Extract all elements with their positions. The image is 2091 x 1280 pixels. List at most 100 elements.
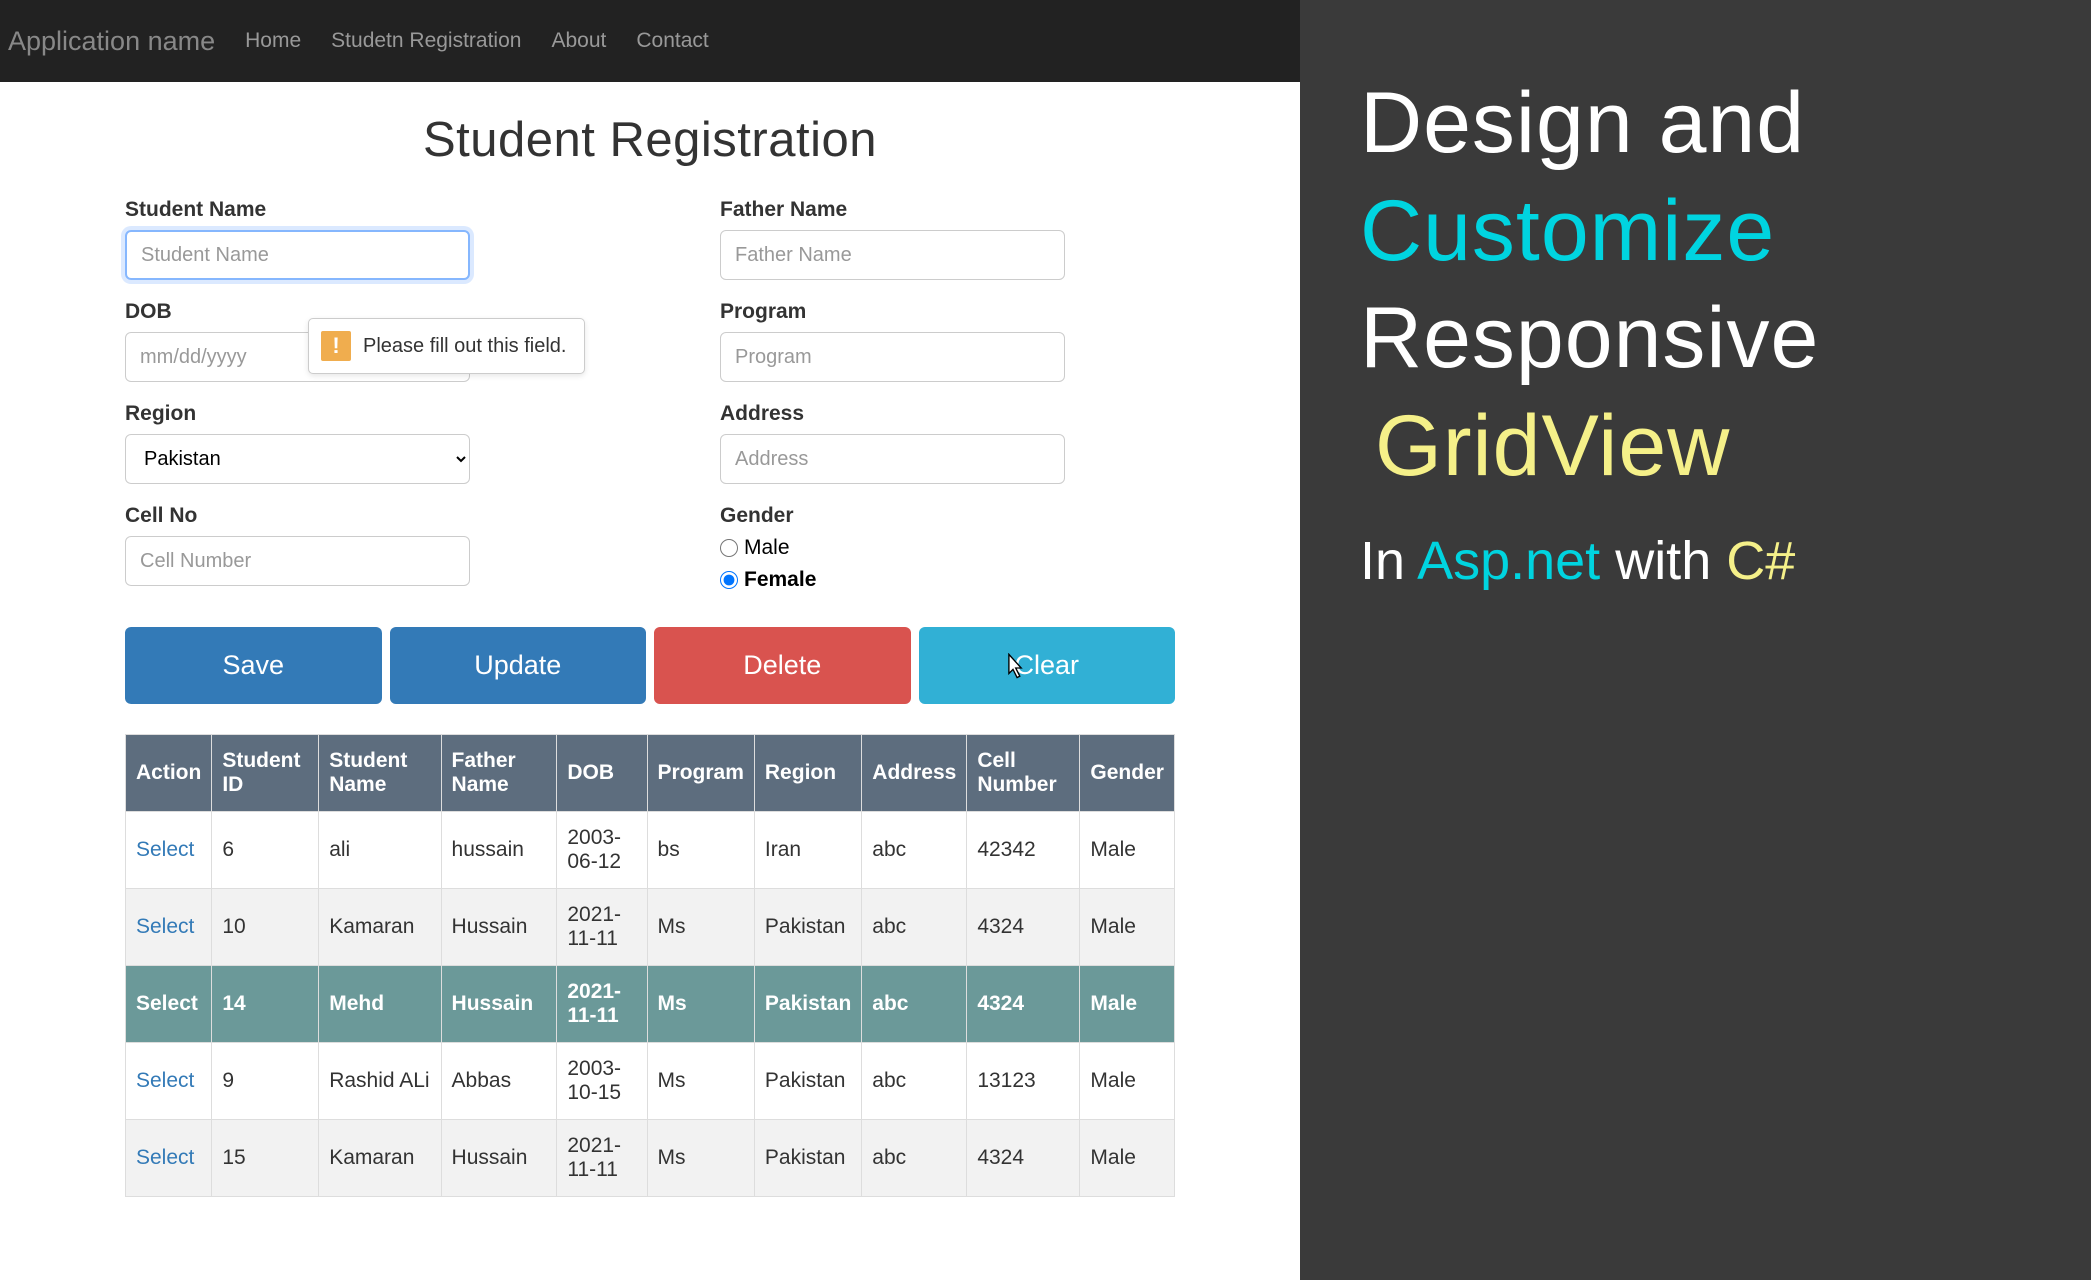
grid-header-2: Student Name [319,735,441,812]
gender-male-label: Male [744,536,790,560]
cell-dob: 2021-11-11 [557,889,647,966]
grid-header-9: Gender [1080,735,1175,812]
slide-line1: Design and [1360,75,1805,171]
cell-action: Select [126,966,212,1043]
cell-region: Iran [754,812,861,889]
cell-name: Rashid ALi [319,1043,441,1120]
sub-asp: Asp.net [1417,531,1600,591]
cell-id: 10 [212,889,319,966]
student-name-input[interactable] [125,230,470,280]
cell-region: Pakistan [754,889,861,966]
grid-header-7: Address [862,735,967,812]
clear-label: Clear [1014,650,1079,680]
cell-father: Hussain [441,1120,557,1197]
slide-line4: GridView [1375,393,1730,501]
region-select[interactable]: Pakistan [125,434,470,484]
cell-action: Select [126,889,212,966]
cell-no-input[interactable] [125,536,470,586]
slide-line2: Customize [1360,183,1775,279]
table-row: Select10KamaranHussain2021-11-11MsPakist… [126,889,1175,966]
cell-region: Pakistan [754,966,861,1043]
tooltip-text: Please fill out this field. [363,335,566,358]
save-button[interactable]: Save [125,627,382,704]
select-link[interactable]: Select [136,992,198,1015]
update-button[interactable]: Update [390,627,647,704]
validation-tooltip: ! Please fill out this field. [308,318,585,374]
father-name-input[interactable] [720,230,1065,280]
gender-male-radio[interactable] [720,539,738,557]
select-link[interactable]: Select [136,915,194,938]
cell-program: Ms [647,1120,754,1197]
navbar: Application name Home Studetn Registrati… [0,0,1300,82]
cell-father: hussain [441,812,557,889]
nav-contact[interactable]: Contact [636,29,708,53]
table-row: Select6alihussain2003-06-12bsIranabc4234… [126,812,1175,889]
label-address: Address [720,402,1065,426]
page-title: Student Registration [125,112,1175,168]
label-father-name: Father Name [720,198,1065,222]
label-student-name: Student Name [125,198,470,222]
cell-gender: Male [1080,1043,1175,1120]
cell-cell: 4324 [967,966,1080,1043]
delete-button[interactable]: Delete [654,627,911,704]
nav-student-registration[interactable]: Studetn Registration [331,29,521,53]
students-grid: ActionStudent IDStudent NameFather NameD… [125,734,1175,1197]
grid-header-8: Cell Number [967,735,1080,812]
select-link[interactable]: Select [136,1069,194,1092]
select-link[interactable]: Select [136,1146,194,1169]
cell-program: bs [647,812,754,889]
nav-about[interactable]: About [551,29,606,53]
cell-father: Hussain [441,966,557,1043]
cell-id: 9 [212,1043,319,1120]
cell-action: Select [126,1043,212,1120]
clear-button[interactable]: Clear [919,627,1176,704]
cell-address: abc [862,812,967,889]
slide-line3: Responsive [1360,290,1819,386]
cell-region: Pakistan [754,1120,861,1197]
cell-dob: 2021-11-11 [557,1120,647,1197]
slide-heading: Design and Customize Responsive GridView [1360,70,2031,500]
cell-cell: 13123 [967,1043,1080,1120]
cell-father: Abbas [441,1043,557,1120]
cell-action: Select [126,1120,212,1197]
sub-with: with [1600,531,1726,591]
cell-address: abc [862,889,967,966]
grid-header-0: Action [126,735,212,812]
cell-program: Ms [647,966,754,1043]
grid-header-6: Region [754,735,861,812]
label-region: Region [125,402,470,426]
address-input[interactable] [720,434,1065,484]
cell-gender: Male [1080,966,1175,1043]
title-slide: Design and Customize Responsive GridView… [1300,0,2091,1280]
cell-dob: 2021-11-11 [557,966,647,1043]
program-input[interactable] [720,332,1065,382]
select-link[interactable]: Select [136,838,194,861]
warning-icon: ! [321,331,351,361]
cell-name: Kamaran [319,889,441,966]
cell-program: Ms [647,1043,754,1120]
cell-id: 6 [212,812,319,889]
cell-id: 14 [212,966,319,1043]
cell-cell: 4324 [967,1120,1080,1197]
cell-cell: 4324 [967,889,1080,966]
gender-female-radio[interactable] [720,571,738,589]
cell-name: ali [319,812,441,889]
cell-gender: Male [1080,812,1175,889]
gender-female-label: Female [744,568,816,592]
cell-id: 15 [212,1120,319,1197]
app-brand[interactable]: Application name [8,26,215,57]
gender-male-option[interactable]: Male [720,536,1065,560]
cursor-icon [1002,653,1024,690]
sub-in: In [1360,531,1417,591]
cell-name: Mehd [319,966,441,1043]
cell-dob: 2003-10-15 [557,1043,647,1120]
table-row: Select15KamaranHussain2021-11-11MsPakist… [126,1120,1175,1197]
cell-father: Hussain [441,889,557,966]
grid-header-1: Student ID [212,735,319,812]
table-row: Select14MehdHussain2021-11-11MsPakistana… [126,966,1175,1043]
nav-home[interactable]: Home [245,29,301,53]
label-program: Program [720,300,1065,324]
gender-female-option[interactable]: Female [720,568,1065,592]
grid-header-5: Program [647,735,754,812]
cell-address: abc [862,1043,967,1120]
